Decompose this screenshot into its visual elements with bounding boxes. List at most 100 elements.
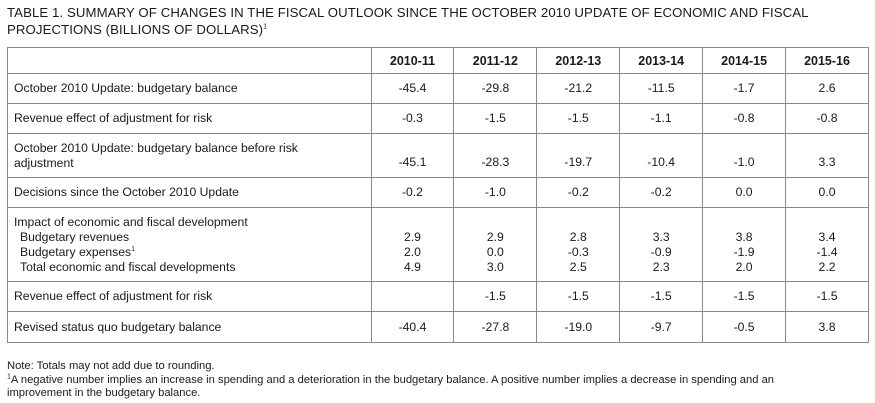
row-label-group: Impact of economic and fiscal developmen… xyxy=(7,207,372,282)
table-cell: -28.3 xyxy=(453,133,538,178)
fiscal-outlook-table: 2010-11 2011-12 2012-13 2013-14 2014-15 … xyxy=(7,47,869,343)
table-cell: -0.8 xyxy=(702,103,787,134)
table-cell: -1.7 xyxy=(702,73,787,104)
table-cell-group: 3.4 -1.4 2.2 xyxy=(785,207,869,282)
table-row: October 2010 Update: budgetary balance -… xyxy=(7,73,869,104)
table-cell: -1.5 xyxy=(453,281,538,312)
column-header: 2012-13 xyxy=(536,47,621,74)
table-cell: -0.2 xyxy=(370,177,455,208)
column-header: 2011-12 xyxy=(453,47,538,74)
header-label-cell xyxy=(7,47,372,74)
table-cell: -0.5 xyxy=(702,311,787,343)
table-cell: -27.8 xyxy=(453,311,538,343)
table-cell: 2.9 xyxy=(403,229,421,244)
table-cell: 2.9 xyxy=(486,229,504,244)
table-cell: -40.4 xyxy=(370,311,455,343)
table-cell: 2.3 xyxy=(652,259,670,274)
table-cell: -0.8 xyxy=(785,103,869,134)
table-cell: 3.8 xyxy=(785,311,869,343)
table-title: TABLE 1. SUMMARY OF CHANGES IN THE FISCA… xyxy=(7,4,869,38)
table-cell: -0.2 xyxy=(619,177,704,208)
table-cell xyxy=(372,215,454,230)
footnote-text: A negative number implies an increase in… xyxy=(10,373,775,386)
table-notes: Note: Totals may not add due to rounding… xyxy=(7,360,869,401)
column-header: 2010-11 xyxy=(370,47,455,74)
table-row: Decisions since the October 2010 Update … xyxy=(7,177,869,208)
table-cell-group: 3.8 -1.9 2.0 xyxy=(702,207,787,282)
table-cell: 3.3 xyxy=(785,133,869,178)
footnote: 1A negative number implies an increase i… xyxy=(7,372,869,388)
table-cell: -11.5 xyxy=(619,73,704,104)
table-row: Revised status quo budgetary balance -40… xyxy=(7,311,869,343)
table-row: Revenue effect of adjustment for risk -1… xyxy=(7,281,869,312)
table-cell: 2.6 xyxy=(785,73,869,104)
table-cell: -29.8 xyxy=(453,73,538,104)
table-cell: -0.3 xyxy=(567,244,589,259)
table-cell: -1.5 xyxy=(702,281,787,312)
table-cell xyxy=(370,281,455,312)
table-cell: -0.9 xyxy=(650,244,672,259)
table-cell: -9.7 xyxy=(619,311,704,343)
table-cell: 2.0 xyxy=(735,259,753,274)
row-label: October 2010 Update: budgetary balance xyxy=(7,73,372,104)
row-label: Decisions since the October 2010 Update xyxy=(7,177,372,208)
table-cell: 3.4 xyxy=(818,229,836,244)
row-label: Revised status quo budgetary balance xyxy=(7,311,372,343)
title-footnote-marker: 1 xyxy=(263,23,268,31)
table-cell-group: 3.3 -0.9 2.3 xyxy=(619,207,704,282)
rounding-note: Note: Totals may not add due to rounding… xyxy=(7,360,215,372)
table-row: October 2010 Update: budgetary balance b… xyxy=(7,133,869,178)
table-cell xyxy=(620,215,702,230)
table-cell: -0.2 xyxy=(536,177,621,208)
header-row: 2010-11 2011-12 2012-13 2013-14 2014-15 … xyxy=(7,47,869,74)
table-cell: 2.2 xyxy=(818,259,836,274)
row-label: Impact of economic and fiscal developmen… xyxy=(14,214,248,229)
table-cell: 3.0 xyxy=(486,259,504,274)
table-cell: -1.1 xyxy=(619,103,704,134)
table-cell: -1.9 xyxy=(733,244,755,259)
row-label: Revenue effect of adjustment for risk xyxy=(7,281,372,312)
table-cell xyxy=(703,215,785,230)
table-cell: 0.0 xyxy=(785,177,869,208)
row-label: October 2010 Update: budgetary balance b… xyxy=(7,133,372,178)
table-cell: -1.5 xyxy=(619,281,704,312)
footnote-continued: improvement in the budgetary balance. xyxy=(7,387,201,399)
table-cell: -1.5 xyxy=(453,103,538,134)
table-cell xyxy=(454,215,536,230)
table-cell: -21.2 xyxy=(536,73,621,104)
table-cell: -19.0 xyxy=(536,311,621,343)
table-cell-group: 2.8 -0.3 2.5 xyxy=(536,207,621,282)
table-cell: -1.0 xyxy=(453,177,538,208)
table-cell: -10.4 xyxy=(619,133,704,178)
table-row: Revenue effect of adjustment for risk -0… xyxy=(7,103,869,134)
row-label-line: October 2010 Update: budgetary balance b… xyxy=(14,140,298,155)
table-cell-group: 2.9 0.0 3.0 xyxy=(453,207,538,282)
sub-row-label: Budgetary expenses1 xyxy=(14,245,371,260)
table-cell: -1.0 xyxy=(702,133,787,178)
table-cell-group: 2.9 2.0 4.9 xyxy=(370,207,455,282)
table-cell xyxy=(786,215,868,230)
footnote-marker: 1 xyxy=(7,372,11,380)
row-label: Revenue effect of adjustment for risk xyxy=(7,103,372,134)
table-title-text: TABLE 1. SUMMARY OF CHANGES IN THE FISCA… xyxy=(7,5,809,37)
table-cell: 0.0 xyxy=(702,177,787,208)
sub-row-label: Total economic and fiscal developments xyxy=(20,259,236,274)
footnote-marker: 1 xyxy=(131,245,136,253)
table-cell: 3.3 xyxy=(652,229,670,244)
table-cell: -45.1 xyxy=(370,133,455,178)
sub-row-label-text: Budgetary expenses xyxy=(20,244,132,259)
table-row: Impact of economic and fiscal developmen… xyxy=(7,207,869,282)
row-label-line: adjustment xyxy=(14,155,74,170)
table-cell: -1.5 xyxy=(536,103,621,134)
table-cell: -19.7 xyxy=(536,133,621,178)
table-cell: 3.8 xyxy=(735,229,753,244)
table-cell: -45.4 xyxy=(370,73,455,104)
table-cell xyxy=(537,215,619,230)
table-cell: -1.5 xyxy=(536,281,621,312)
table-cell: 2.0 xyxy=(403,244,421,259)
table-cell: 2.8 xyxy=(569,229,587,244)
table-cell: -1.4 xyxy=(816,244,838,259)
table-cell: 4.9 xyxy=(403,259,421,274)
column-header: 2014-15 xyxy=(702,47,787,74)
sub-row-label: Budgetary revenues xyxy=(20,229,130,244)
